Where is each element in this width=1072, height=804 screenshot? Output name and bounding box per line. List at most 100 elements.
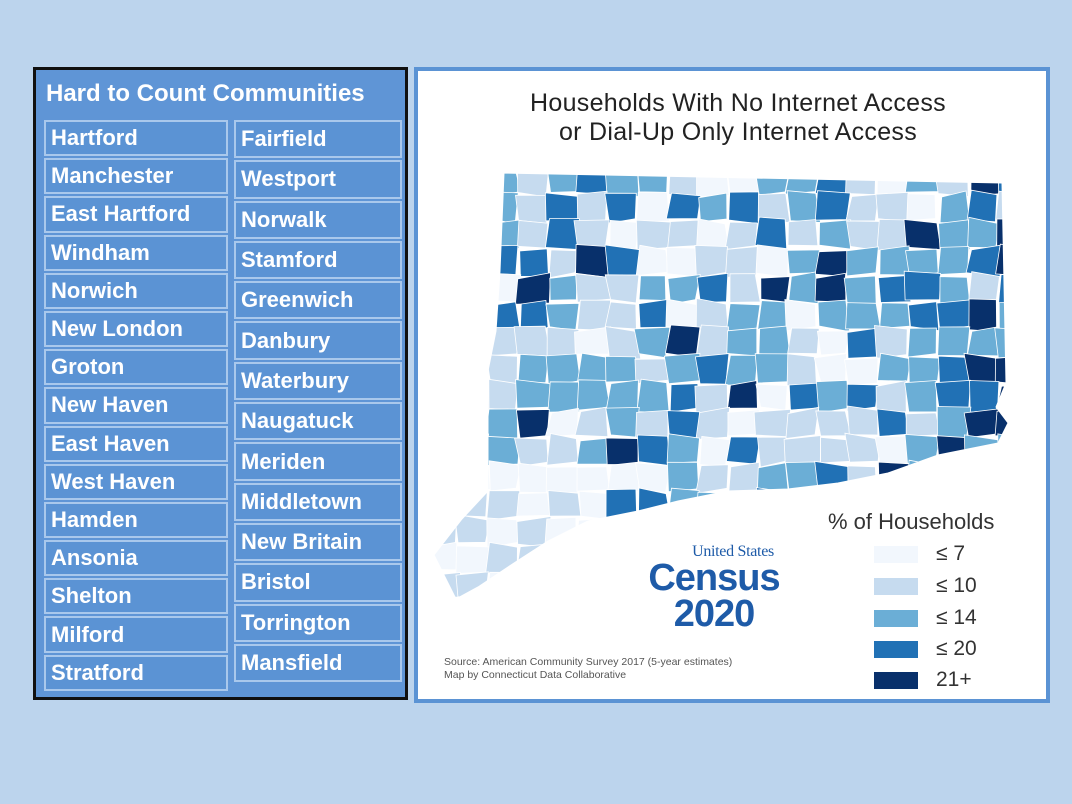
town-shape (996, 218, 1008, 249)
town-shape (516, 173, 550, 198)
town-shape (907, 301, 940, 332)
town-shape (517, 220, 549, 249)
town-shape (487, 244, 519, 277)
logo-united-states: United States (692, 543, 774, 560)
communities-column-2: Fairfield Westport Norwalk Stamford Greenwic… (234, 120, 402, 684)
town-shape (454, 513, 491, 544)
town-shape (760, 276, 791, 303)
town-shape (635, 462, 672, 493)
town-shape (576, 466, 610, 492)
town-shape (936, 299, 970, 331)
community-hamden: Hamden (44, 501, 228, 539)
legend-swatch (874, 545, 918, 563)
community-east-hartford: East Hartford (44, 196, 228, 233)
town-shape (636, 378, 670, 414)
census-2020-logo: United States Census 2020 (644, 543, 784, 633)
town-shape (605, 519, 642, 548)
legend-item: ≤ 20 (874, 636, 977, 662)
town-shape (755, 383, 788, 411)
town-shape (608, 543, 640, 575)
town-shape (784, 598, 821, 599)
town-shape (787, 327, 820, 355)
town-shape (635, 409, 669, 439)
town-shape (695, 406, 731, 440)
town-shape (725, 436, 761, 465)
town-shape (814, 250, 850, 277)
town-shape (1000, 570, 1008, 599)
town-shape (843, 275, 877, 306)
town-shape (573, 219, 610, 249)
community-bristol: Bristol (234, 563, 402, 602)
town-shape (874, 325, 908, 359)
source-line-2: Map by Connecticut Data Collaborative (444, 669, 627, 681)
town-shape (546, 173, 581, 193)
town-shape (903, 270, 942, 301)
town-shape (514, 272, 551, 305)
town-shape (937, 326, 971, 357)
town-shape (969, 380, 1000, 413)
town-shape (434, 326, 461, 355)
town-shape (995, 243, 1008, 277)
town-shape (605, 355, 638, 383)
town-shape (518, 596, 550, 599)
town-shape (455, 465, 491, 494)
town-shape (907, 327, 937, 358)
town-shape (903, 219, 942, 251)
community-mansfield: Mansfield (234, 643, 402, 683)
town-shape (814, 460, 850, 495)
town-shape (963, 408, 1001, 439)
community-new-britain: New Britain (234, 522, 402, 562)
town-shape (427, 601, 459, 628)
town-shape (577, 570, 609, 599)
town-shape (757, 436, 787, 468)
community-stamford: Stamford (234, 240, 402, 280)
town-shape (968, 298, 998, 333)
legend-title: % of Households (828, 509, 995, 534)
town-shape (513, 437, 549, 467)
town-shape (784, 299, 817, 332)
town-shape (545, 302, 580, 332)
town-shape (786, 353, 817, 387)
town-shape (458, 327, 488, 359)
communities-column-1: Hartford Manchester East Hartford Windham No… (44, 120, 228, 693)
community-east-haven: East Haven (44, 425, 228, 462)
town-shape (637, 173, 669, 193)
town-shape (815, 379, 850, 414)
town-shape (665, 192, 702, 220)
community-fairfield: Fairfield (234, 120, 402, 159)
town-shape (606, 570, 639, 599)
town-shape (455, 173, 490, 193)
map-panel: Households With No Internet Access or Di… (414, 67, 1050, 703)
town-shape (785, 406, 820, 439)
town-shape (545, 466, 579, 494)
town-shape (995, 461, 1008, 495)
town-shape (457, 487, 488, 518)
town-shape (994, 355, 1008, 386)
town-shape (696, 272, 729, 304)
town-shape (694, 244, 729, 279)
town-shape (434, 541, 459, 571)
town-shape (754, 353, 790, 384)
town-shape (488, 378, 519, 411)
town-shape (695, 324, 729, 360)
legend-label: ≤ 10 (936, 574, 977, 597)
town-shape (699, 515, 732, 546)
town-shape (845, 193, 880, 222)
community-torrington: Torrington (234, 603, 402, 642)
town-shape (905, 412, 941, 437)
legend-item: ≤ 14 (874, 605, 977, 631)
town-shape (547, 381, 581, 413)
town-shape (434, 273, 459, 305)
town-shape (604, 274, 640, 304)
town-shape (575, 173, 611, 196)
town-shape (604, 244, 641, 277)
town-shape (454, 248, 491, 276)
town-shape (846, 383, 880, 412)
legend-item: ≤ 7 (874, 541, 965, 567)
legend-item: ≤ 10 (874, 573, 977, 599)
town-shape (485, 408, 519, 439)
town-shape (543, 567, 580, 599)
town-shape (845, 302, 882, 330)
source-line-1: Source: American Community Survey 2017 (… (444, 656, 733, 668)
town-shape (995, 544, 1008, 573)
